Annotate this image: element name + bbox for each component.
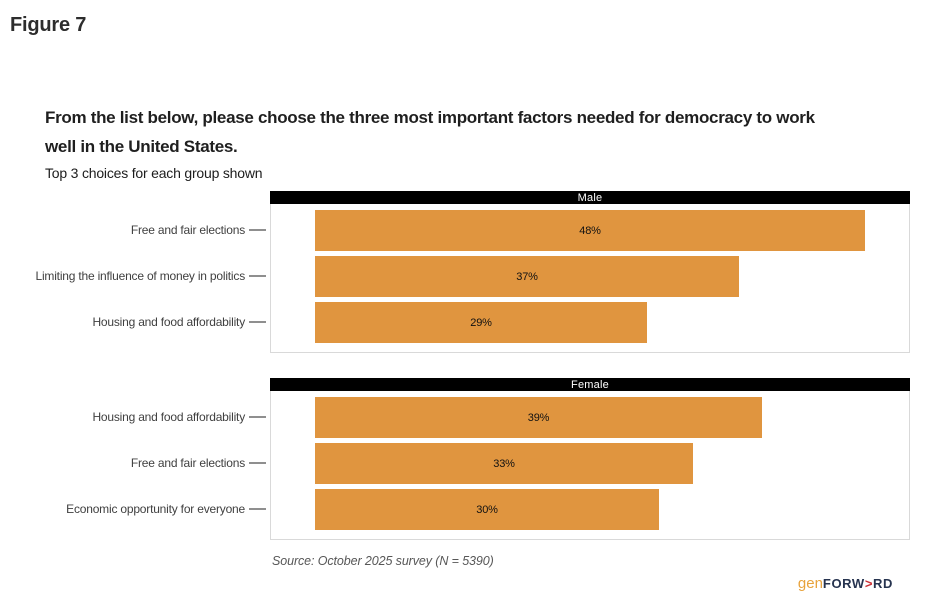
category-label: Housing and food affordability (92, 410, 245, 424)
panel-male: Male 48% 37% 29% (270, 191, 910, 353)
category-label: Free and fair elections (130, 456, 245, 470)
panel-male-header: Male (270, 191, 910, 204)
chart-title: From the list below, please choose the t… (45, 108, 815, 156)
category-label: Free and fair elections (130, 223, 245, 237)
figure-label: Figure 7 (10, 14, 87, 36)
panel-female: Female 39% 33% 30% (270, 378, 910, 540)
axis-tick (249, 229, 266, 231)
genforward-logo: gen FORW > RD (798, 575, 893, 592)
bar-value-label: 30% (476, 503, 498, 516)
bar-male-2: 37% (315, 256, 739, 297)
bar-value-label: 29% (470, 316, 492, 329)
bar-female-3: 30% (315, 489, 659, 530)
panel-female-plot: 39% 33% 30% (270, 391, 910, 540)
logo-rd-text: RD (873, 576, 893, 591)
bar-value-label: 33% (493, 457, 515, 470)
axis-tick (249, 275, 266, 277)
category-label: Housing and food affordability (92, 315, 245, 329)
logo-forw-text: FORW (822, 576, 865, 591)
panel-female-header: Female (270, 378, 910, 391)
bar-value-label: 48% (579, 224, 601, 237)
axis-tick (249, 462, 266, 464)
axis-tick (249, 416, 266, 418)
panel-male-plot: 48% 37% 29% (270, 204, 910, 353)
category-label: Economic opportunity for everyone (66, 502, 245, 516)
bar-female-1: 39% (315, 397, 762, 438)
axis-tick (249, 321, 266, 323)
logo-arrow-glyph: > (864, 576, 874, 591)
bar-male-1: 48% (315, 210, 865, 251)
category-label: Limiting the influence of money in polit… (35, 269, 245, 283)
axis-tick (249, 508, 266, 510)
source-note: Source: October 2025 survey (N = 5390) (272, 554, 494, 568)
logo-gen-text: gen (797, 575, 823, 592)
bar-female-2: 33% (315, 443, 693, 484)
bar-male-3: 29% (315, 302, 647, 343)
bar-value-label: 37% (516, 270, 538, 283)
chart-subtitle: Top 3 choices for each group shown (45, 165, 263, 181)
bar-value-label: 39% (527, 411, 550, 424)
